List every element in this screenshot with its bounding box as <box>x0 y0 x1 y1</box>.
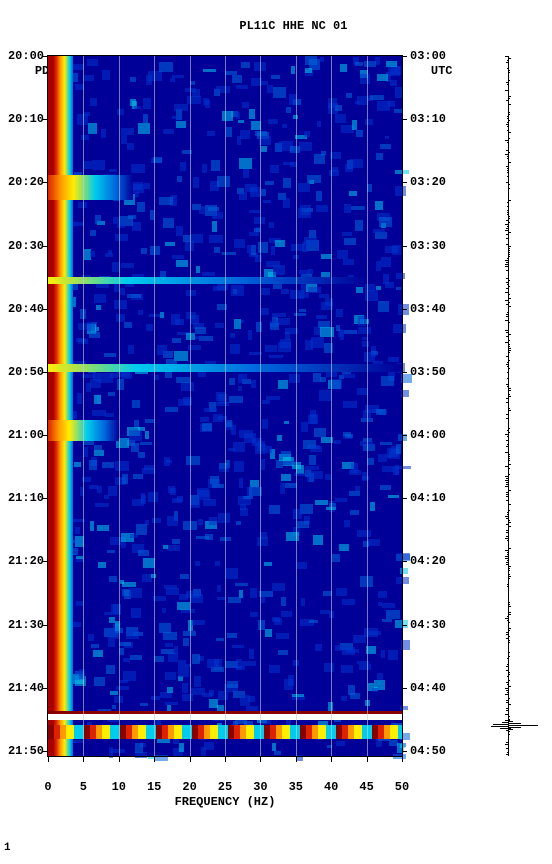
y-tick-label-left: 21:10 <box>2 491 44 505</box>
y-tick-label-left: 20:30 <box>2 239 44 253</box>
y-tick <box>43 56 48 57</box>
x-tick-label: 30 <box>245 780 275 794</box>
y-tick-label-left: 20:50 <box>2 365 44 379</box>
y-tick <box>43 182 48 183</box>
y-tick <box>402 435 407 436</box>
x-tick-label: 35 <box>281 780 311 794</box>
x-tick-label: 15 <box>139 780 169 794</box>
y-tick <box>402 182 407 183</box>
x-tick-label: 45 <box>352 780 382 794</box>
y-tick <box>402 625 407 626</box>
x-axis-label: FREQUENCY (HZ) <box>48 795 402 809</box>
y-tick-label-left: 20:40 <box>2 302 44 316</box>
y-tick-label-right: 03:10 <box>410 112 446 126</box>
y-tick <box>402 561 407 562</box>
y-tick <box>43 625 48 626</box>
y-tick <box>43 119 48 120</box>
station-id: PL11C HHE NC 01 <box>239 19 347 33</box>
y-tick-label-left: 21:40 <box>2 681 44 695</box>
y-tick-label-right: 03:30 <box>410 239 446 253</box>
y-tick <box>43 688 48 689</box>
y-tick-label-left: 21:20 <box>2 554 44 568</box>
y-tick-label-right: 04:50 <box>410 744 446 758</box>
y-tick <box>402 246 407 247</box>
y-tick-label-left: 21:30 <box>2 618 44 632</box>
x-tick-label: 0 <box>33 780 63 794</box>
y-tick-label-left: 20:00 <box>2 49 44 63</box>
y-tick-label-left: 20:10 <box>2 112 44 126</box>
y-tick <box>402 498 407 499</box>
plot-border <box>47 55 403 757</box>
chart-title-line: PL11C HHE NC 01 <box>6 4 552 49</box>
y-tick <box>43 498 48 499</box>
x-tick-label: 50 <box>387 780 417 794</box>
y-tick-label-left: 21:50 <box>2 744 44 758</box>
tz-right: UTC <box>431 64 453 78</box>
y-tick <box>43 751 48 752</box>
y-tick <box>43 435 48 436</box>
x-tick-label: 25 <box>210 780 240 794</box>
y-tick <box>43 246 48 247</box>
footer-tick: 1 <box>4 842 11 854</box>
y-tick <box>43 372 48 373</box>
x-tick-label: 40 <box>316 780 346 794</box>
y-tick <box>402 751 407 752</box>
y-tick-label-right: 03:00 <box>410 49 446 63</box>
y-tick <box>402 372 407 373</box>
y-tick-label-right: 04:30 <box>410 618 446 632</box>
y-tick-label-right: 04:40 <box>410 681 446 695</box>
y-tick-label-right: 03:40 <box>410 302 446 316</box>
y-tick <box>402 688 407 689</box>
y-tick-label-right: 04:20 <box>410 554 446 568</box>
y-tick-label-left: 20:20 <box>2 175 44 189</box>
y-tick-label-right: 04:00 <box>410 428 446 442</box>
y-tick <box>402 56 407 57</box>
waveform-panel <box>478 56 538 756</box>
x-tick-label: 5 <box>68 780 98 794</box>
y-tick-label-right: 03:50 <box>410 365 446 379</box>
y-tick-label-right: 04:10 <box>410 491 446 505</box>
y-tick <box>402 119 407 120</box>
x-tick-label: 10 <box>104 780 134 794</box>
y-tick <box>43 309 48 310</box>
y-tick-label-left: 21:00 <box>2 428 44 442</box>
y-tick <box>402 309 407 310</box>
x-tick-label: 20 <box>175 780 205 794</box>
y-tick-label-right: 03:20 <box>410 175 446 189</box>
y-tick <box>43 561 48 562</box>
